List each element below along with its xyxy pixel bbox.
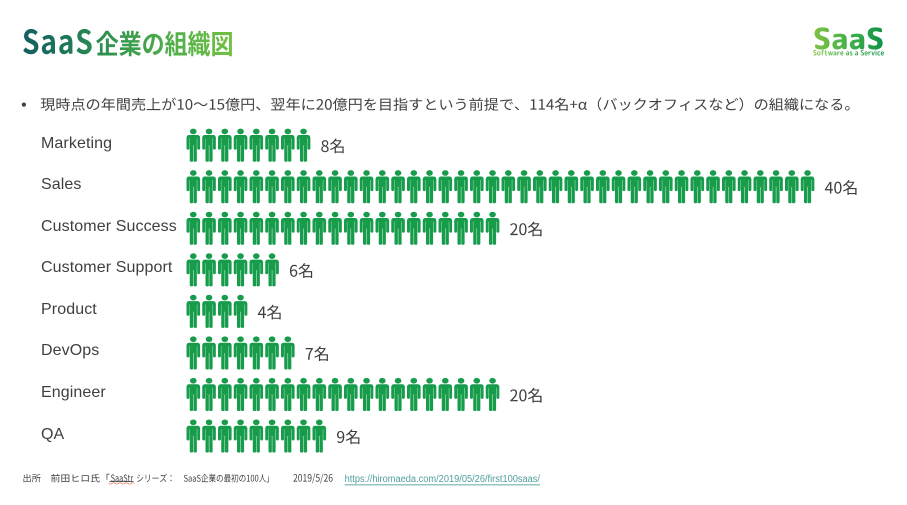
- svg-text:https://hiromaeda.com/2019/05/: https://hiromaeda.com/2019/05/26/first10…: [345, 474, 541, 485]
